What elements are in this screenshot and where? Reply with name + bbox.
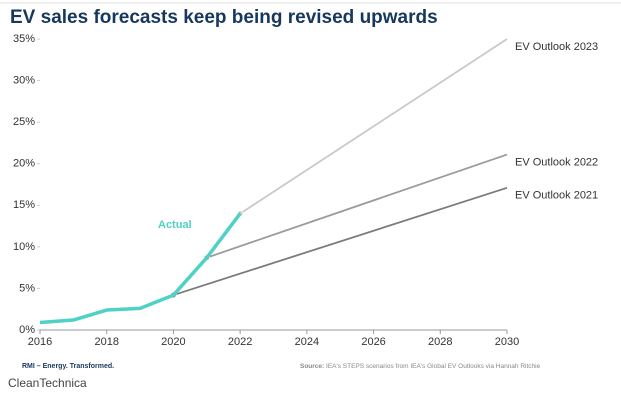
source-text: IEA's STEPS scenarios from IEA's Global …	[326, 363, 541, 370]
y-tick-label: 30%	[13, 74, 35, 86]
x-tick-label: 2016	[28, 336, 52, 348]
y-tick-label: 10%	[13, 241, 35, 253]
x-tick-label: 2020	[161, 336, 185, 348]
series-line	[173, 186, 508, 296]
series-line	[206, 153, 508, 259]
x-tick-label: 2018	[94, 336, 118, 348]
source: Source: IEA's STEPS scenarios from IEA's…	[300, 363, 541, 370]
x-tick-label: 2022	[228, 336, 252, 348]
series-label: EV Outlook 2023	[515, 41, 598, 53]
credit: RMI – Energy. Transformed.	[22, 363, 114, 370]
series-label: EV Outlook 2021	[515, 190, 598, 202]
x-tick-label: 2024	[295, 336, 319, 348]
y-tick-label: 5%	[19, 282, 35, 294]
series-label: EV Outlook 2022	[515, 156, 598, 168]
x-tick-label: 2030	[495, 336, 519, 348]
chart-title: EV sales forecasts keep being revised up…	[10, 7, 438, 28]
x-tick-label: 2026	[361, 336, 385, 348]
y-tick-label: 20%	[13, 158, 35, 170]
x-tick-label: 2028	[428, 336, 452, 348]
series-line	[39, 212, 242, 325]
series-label: Actual	[158, 219, 192, 231]
source-label: Source:	[300, 363, 324, 370]
y-tick-label: 15%	[13, 199, 35, 211]
series-line	[239, 38, 508, 215]
y-tick-label: 25%	[13, 116, 35, 128]
y-tick-label: 35%	[13, 33, 35, 45]
publisher: CleanTechnica	[8, 376, 87, 390]
y-tick-label: 0%	[19, 324, 35, 336]
